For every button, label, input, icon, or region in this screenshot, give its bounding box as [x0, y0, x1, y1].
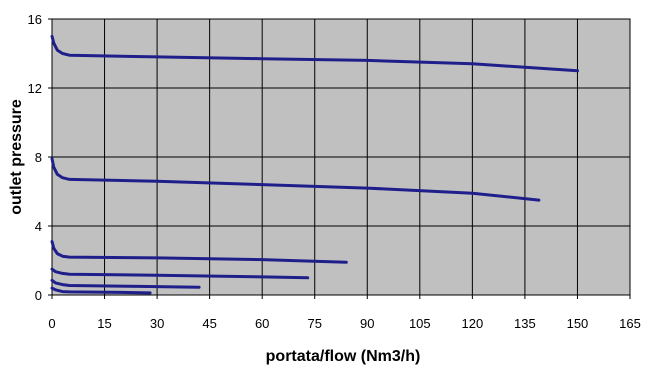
x-tick-label: 0: [48, 316, 55, 331]
series-line-5: [50, 278, 201, 289]
x-tick-label: 165: [619, 316, 641, 331]
x-tick-label: 135: [514, 316, 536, 331]
x-tick-label: 60: [255, 316, 269, 331]
series-line-3: [50, 240, 348, 264]
series-line-2: [50, 157, 541, 202]
y-tick-label: 16: [28, 12, 42, 27]
x-tick-label: 105: [409, 316, 431, 331]
y-tick-label: 12: [28, 81, 42, 96]
y-axis-title: outlet pressure: [8, 99, 25, 215]
y-tick-label: 4: [35, 219, 42, 234]
x-tick-label: 150: [567, 316, 589, 331]
x-tick-label: 120: [462, 316, 484, 331]
series-line-1: [50, 34, 579, 73]
plot-border: [51, 18, 631, 296]
y-tick-label: 0: [35, 288, 42, 303]
x-tick-label: 75: [307, 316, 321, 331]
x-tick-label: 15: [97, 316, 111, 331]
series-group: [50, 34, 579, 295]
grid-lines: [48, 18, 631, 299]
x-tick-label: 45: [202, 316, 216, 331]
x-tick-label: 90: [360, 316, 374, 331]
x-tick-labels: 0 15 30 45 60 75 90 105 120 135 150 165: [48, 316, 640, 331]
series-line-4: [50, 267, 310, 280]
x-tick-label: 30: [150, 316, 164, 331]
x-axis-title: portata/flow (Nm3/h): [266, 348, 421, 365]
series-line-6: [50, 286, 152, 295]
y-tick-labels: 0 4 8 12 16: [28, 12, 42, 303]
y-tick-label: 8: [35, 150, 42, 165]
